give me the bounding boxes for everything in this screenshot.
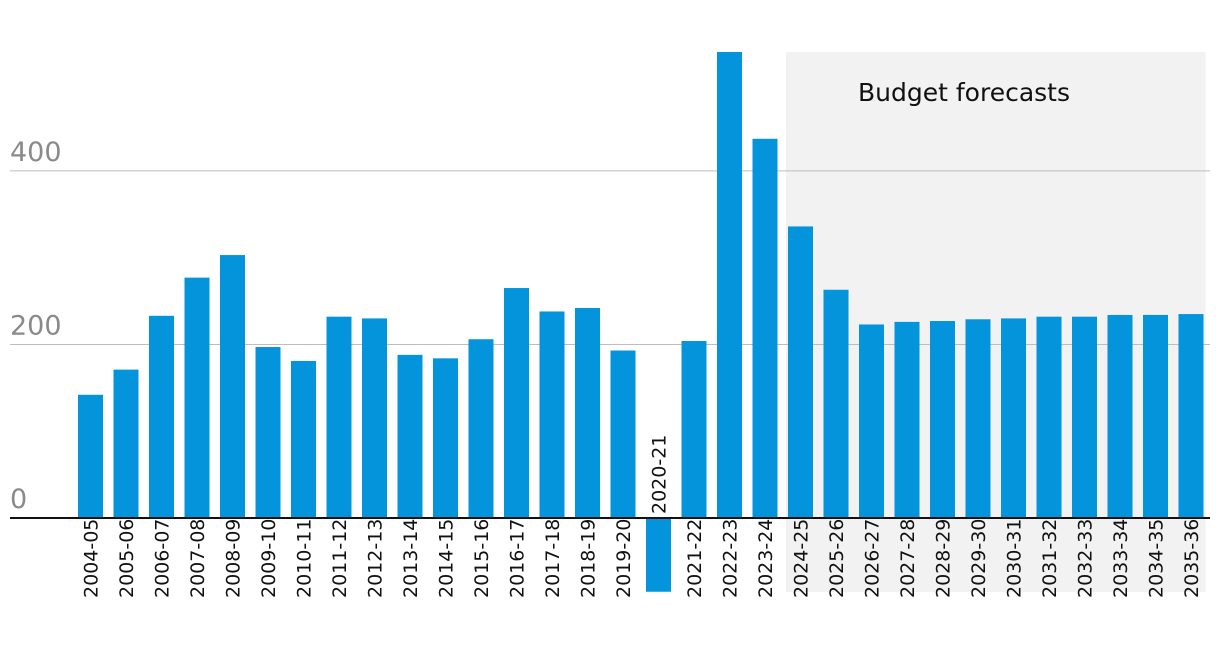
x-tick-label: 2029-30 [968, 519, 990, 598]
x-tick-label: 2035-36 [1181, 519, 1203, 598]
forecast-label: Budget forecasts [858, 78, 1070, 107]
x-tick-label: 2026-27 [862, 519, 884, 598]
x-axis-ticks: 2004-05 2005-06 2006-07 2007-08 2008-09 2009-… [81, 435, 1204, 598]
bar [397, 354, 423, 518]
x-tick-label: 2007-08 [187, 519, 209, 598]
bar [468, 339, 494, 518]
bar [291, 360, 316, 518]
x-tick-label: 2008-09 [223, 519, 245, 598]
x-tick-label: 2005-06 [116, 519, 138, 598]
bar [539, 311, 565, 518]
x-tick-label: 2024-25 [791, 519, 813, 598]
bar [149, 315, 174, 518]
bar [255, 347, 281, 518]
bars [78, 52, 1204, 592]
bar [965, 319, 991, 518]
x-tick-label: 2006-07 [152, 519, 174, 598]
x-tick-label: 2009-10 [258, 519, 280, 598]
x-tick-label: 2011-12 [329, 519, 351, 598]
bar [575, 307, 600, 518]
bar [326, 316, 352, 518]
bar [1107, 314, 1133, 518]
bar [1178, 314, 1204, 518]
x-tick-label: 2033-34 [1110, 519, 1132, 598]
x-tick-label: 2012-13 [365, 519, 387, 598]
x-tick-label: 2027-28 [897, 519, 919, 598]
x-tick-label: 2023-24 [755, 519, 777, 598]
bar [78, 394, 103, 518]
y-tick-label: 400 [10, 137, 62, 168]
forecast-region [786, 52, 1206, 592]
x-tick-label: 2014-15 [436, 519, 458, 598]
bar [184, 277, 210, 518]
bar [894, 321, 920, 518]
bar [113, 369, 139, 518]
x-tick-label: 2034-35 [1146, 519, 1168, 598]
bar [1072, 316, 1097, 518]
x-tick-label: 2004-05 [81, 519, 103, 598]
bar [504, 288, 529, 518]
x-tick-label: 2017-18 [542, 519, 564, 598]
x-tick-label: 2010-11 [294, 519, 316, 598]
bar [681, 340, 707, 518]
x-tick-label: 2013-14 [400, 519, 422, 598]
x-tick-label: 2016-17 [507, 519, 529, 598]
y-axis-ticks: 0 200 400 [10, 137, 62, 515]
bar [220, 255, 245, 518]
x-tick-label: 2022-23 [720, 519, 742, 598]
bar [610, 350, 636, 518]
bar [1001, 318, 1026, 518]
x-tick-label: 2019-20 [613, 519, 635, 598]
bar [362, 318, 387, 518]
bar [717, 52, 742, 518]
x-tick-label: 2032-33 [1075, 519, 1097, 598]
x-tick-label: 2031-32 [1039, 519, 1061, 598]
x-tick-label: 2025-26 [826, 519, 848, 598]
bar [788, 226, 813, 519]
x-tick-label: 2030-31 [1004, 519, 1026, 598]
x-tick-label: 2020-21 [649, 435, 671, 514]
bar [930, 321, 955, 518]
x-tick-label: 2021-22 [684, 519, 706, 598]
y-tick-label: 0 [10, 484, 27, 515]
bar [1036, 316, 1062, 518]
x-tick-label: 2015-16 [471, 519, 493, 598]
bar [823, 289, 849, 518]
bar [859, 324, 884, 518]
bar [752, 138, 778, 519]
bar [433, 358, 458, 518]
x-tick-label: 2028-29 [933, 519, 955, 598]
x-tick-label: 2018-19 [578, 519, 600, 598]
bar [1143, 314, 1168, 518]
bar [646, 518, 671, 592]
y-tick-label: 200 [10, 310, 62, 341]
